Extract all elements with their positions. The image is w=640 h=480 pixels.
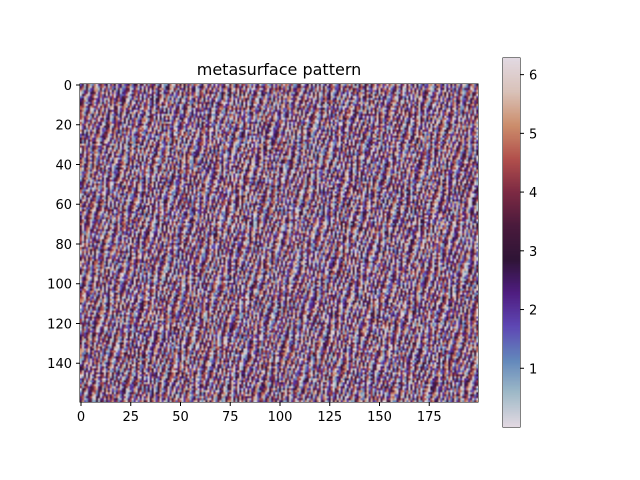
x-tick-label: 100	[268, 410, 293, 425]
x-tick-label: 175	[417, 410, 442, 425]
y-axis: 0 20 40 60 80 100 120 140	[47, 79, 80, 372]
colorbar-tick-label: 3	[529, 245, 537, 260]
x-axis: 0 25 50 75 100 125 150 175	[77, 402, 442, 425]
y-tick-label: 20	[55, 119, 72, 134]
colorbar-gradient	[503, 58, 520, 427]
x-tick-label: 125	[317, 410, 342, 425]
x-tick-label: 75	[222, 410, 239, 425]
y-tick-label: 80	[55, 238, 72, 253]
colorbar-tick-label: 1	[529, 362, 537, 377]
y-tick-label: 140	[47, 357, 72, 372]
colorbar-tick-label: 6	[529, 69, 537, 84]
colorbar-axis: 1 2 3 4 5 6	[520, 69, 537, 377]
x-tick-label: 150	[367, 410, 392, 425]
colorbar-tick-label: 2	[529, 304, 537, 319]
x-tick-label: 25	[122, 410, 139, 425]
y-tick-label: 100	[47, 278, 72, 293]
y-tick-label: 60	[55, 198, 72, 213]
y-tick-label: 120	[47, 317, 72, 332]
x-tick-label: 0	[77, 410, 85, 425]
colorbar-tick-label: 4	[529, 186, 537, 201]
y-tick-label: 40	[55, 158, 72, 173]
y-tick-label: 0	[64, 79, 72, 94]
chart-title: metasurface pattern	[197, 60, 362, 79]
colorbar-tick-label: 5	[529, 127, 537, 142]
x-tick-label: 50	[172, 410, 189, 425]
heatmap-image	[80, 84, 478, 402]
